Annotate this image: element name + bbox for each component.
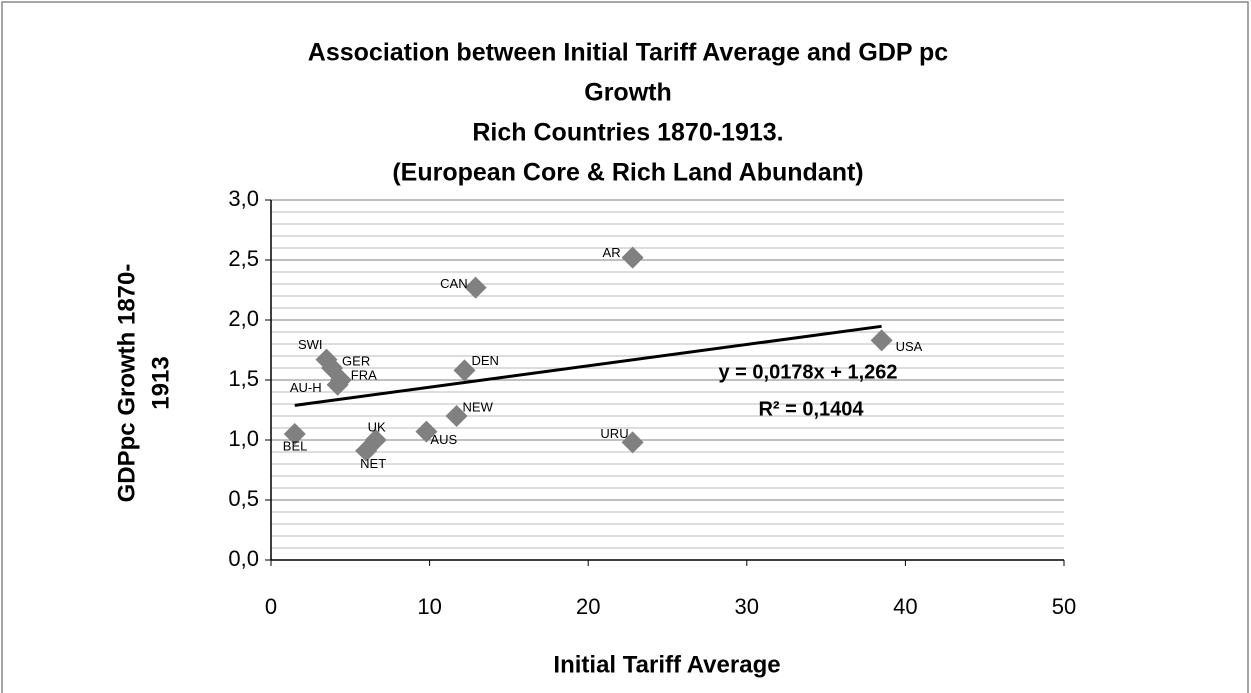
y-tick-label: 0,5 <box>228 486 259 511</box>
point-label: URU <box>600 426 628 441</box>
point-label: AU-H <box>290 380 322 395</box>
chart-title-line: (European Core & Rich Land Abundant) <box>392 159 863 187</box>
marker <box>364 429 387 451</box>
y-axis-title: GDPpc Growth 1870- <box>113 264 140 503</box>
trendline-r-squared: R² = 0,1404 <box>758 398 864 420</box>
point-label: GER <box>342 353 370 368</box>
chart-title: Association between Initial Tariff Avera… <box>308 39 949 187</box>
y-tick-label: 2,0 <box>228 306 259 331</box>
chart-title-line: Growth <box>584 79 672 107</box>
point-label: BEL <box>283 438 308 453</box>
y-tick-label: 1,5 <box>228 366 259 391</box>
y-tick-label: 1,0 <box>228 426 259 451</box>
marker <box>870 329 893 352</box>
marker <box>464 276 487 299</box>
y-tick-label: 3,0 <box>228 186 259 211</box>
point-label: NET <box>360 456 386 471</box>
point-label: FRA <box>351 367 377 382</box>
point-label: USA <box>896 339 923 354</box>
x-tick-label: 40 <box>893 594 917 619</box>
chart-title-line: Rich Countries 1870-1913. <box>472 119 783 147</box>
point-label: CAN <box>440 276 467 291</box>
x-tick-label: 20 <box>576 594 600 619</box>
point-label: SWI <box>298 337 323 352</box>
x-tick-label: 50 <box>1052 594 1076 619</box>
y-axis-title: 1913 <box>147 356 174 409</box>
y-tick-label: 2,5 <box>228 246 259 271</box>
point-label: DEN <box>471 353 498 368</box>
marker <box>445 405 468 427</box>
point-label: NEW <box>463 399 494 414</box>
marker <box>283 423 306 445</box>
marker <box>621 431 644 454</box>
marker <box>415 420 438 443</box>
chart-title-line: Association between Initial Tariff Avera… <box>308 39 949 67</box>
marker <box>329 369 352 391</box>
marker <box>621 246 644 269</box>
trendline <box>294 324 882 407</box>
x-axis-title: Initial Tariff Average <box>553 651 780 678</box>
trendline-equation: y = 0,0178x + 1,262 <box>718 361 897 383</box>
x-tick-label: 0 <box>265 594 277 619</box>
x-tick-label: 10 <box>417 594 441 619</box>
marker <box>453 359 476 382</box>
point-label: UK <box>368 419 386 434</box>
y-tick-label: 0,0 <box>228 546 259 571</box>
point-label: AR <box>603 245 621 260</box>
x-tick-label: 30 <box>735 594 759 619</box>
point-label: AUS <box>430 432 457 447</box>
